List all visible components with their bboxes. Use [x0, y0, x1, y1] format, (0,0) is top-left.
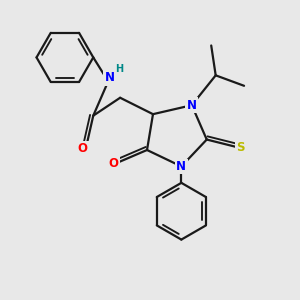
Text: O: O [78, 142, 88, 155]
Text: S: S [236, 140, 244, 154]
Text: N: N [105, 71, 115, 84]
Text: O: O [108, 157, 118, 170]
Text: N: N [176, 160, 186, 173]
Text: H: H [115, 64, 123, 74]
Text: N: N [187, 99, 197, 112]
